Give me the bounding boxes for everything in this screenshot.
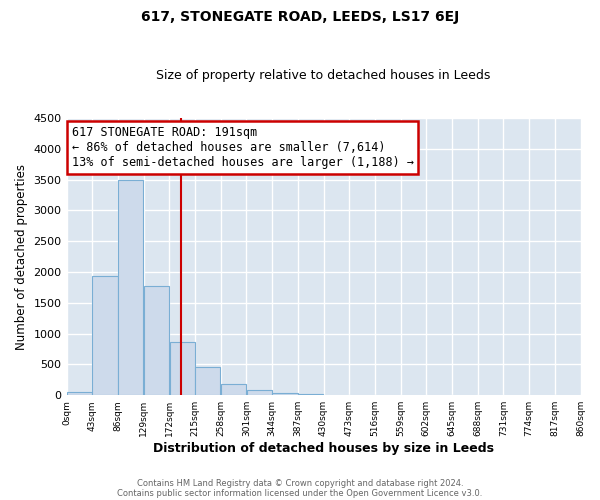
Y-axis label: Number of detached properties: Number of detached properties xyxy=(15,164,28,350)
Bar xyxy=(221,384,246,395)
Text: 617 STONEGATE ROAD: 191sqm
← 86% of detached houses are smaller (7,614)
13% of s: 617 STONEGATE ROAD: 191sqm ← 86% of deta… xyxy=(71,126,413,169)
Text: Contains public sector information licensed under the Open Government Licence v3: Contains public sector information licen… xyxy=(118,488,482,498)
Bar xyxy=(247,390,272,395)
Bar xyxy=(92,276,118,395)
Bar xyxy=(67,392,92,395)
Bar xyxy=(170,342,195,395)
Bar xyxy=(195,368,220,395)
Bar xyxy=(144,286,169,395)
X-axis label: Distribution of detached houses by size in Leeds: Distribution of detached houses by size … xyxy=(153,442,494,455)
Text: Contains HM Land Registry data © Crown copyright and database right 2024.: Contains HM Land Registry data © Crown c… xyxy=(137,478,463,488)
Bar xyxy=(324,394,349,395)
Text: 617, STONEGATE ROAD, LEEDS, LS17 6EJ: 617, STONEGATE ROAD, LEEDS, LS17 6EJ xyxy=(141,10,459,24)
Title: Size of property relative to detached houses in Leeds: Size of property relative to detached ho… xyxy=(157,69,491,82)
Bar xyxy=(118,180,143,395)
Bar xyxy=(272,392,298,395)
Bar xyxy=(298,394,323,395)
